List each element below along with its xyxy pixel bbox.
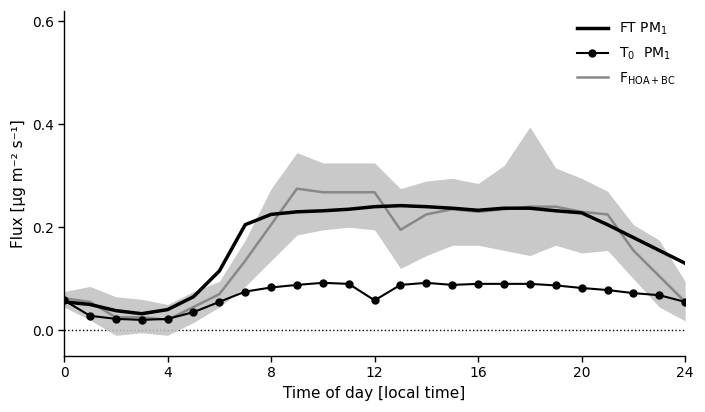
F$_{\mathrm{HOA+BC}}$ [681,300,689,304]
F$_{\mathrm{HOA+BC}}$ [500,207,508,212]
FT PM$_1$ [370,204,379,209]
Legend: FT PM$_1$, T$_0$  PM$_1$, F$_{\mathrm{HOA+BC}}$: FT PM$_1$, T$_0$ PM$_1$, F$_{\mathrm{HOA… [572,15,681,92]
X-axis label: Time of day [local time]: Time of day [local time] [283,386,466,401]
F$_{\mathrm{HOA+BC}}$ [526,204,534,209]
T$_0$  PM$_1$ [655,293,663,297]
F$_{\mathrm{HOA+BC}}$ [474,209,482,214]
F$_{\mathrm{HOA+BC}}$ [603,212,612,217]
FT PM$_1$ [551,208,560,213]
FT PM$_1$ [293,209,301,214]
T$_0$  PM$_1$ [396,282,405,287]
FT PM$_1$ [577,211,586,215]
FT PM$_1$ [111,308,120,313]
T$_0$  PM$_1$ [215,300,223,304]
T$_0$  PM$_1$ [551,283,560,288]
T$_0$  PM$_1$ [137,317,146,322]
Line: F$_{\mathrm{HOA+BC}}$: F$_{\mathrm{HOA+BC}}$ [64,189,685,320]
F$_{\mathrm{HOA+BC}}$ [293,186,301,191]
Line: T$_0$  PM$_1$: T$_0$ PM$_1$ [61,279,689,323]
T$_0$  PM$_1$ [422,281,431,286]
F$_{\mathrm{HOA+BC}}$ [422,212,431,217]
FT PM$_1$ [396,203,405,208]
FT PM$_1$ [60,300,68,304]
T$_0$  PM$_1$ [577,286,586,290]
FT PM$_1$ [500,206,508,211]
FT PM$_1$ [319,208,327,213]
FT PM$_1$ [86,302,94,307]
T$_0$  PM$_1$ [241,289,250,294]
F$_{\mathrm{HOA+BC}}$ [655,274,663,279]
T$_0$  PM$_1$ [629,290,637,295]
F$_{\mathrm{HOA+BC}}$ [86,300,94,304]
T$_0$  PM$_1$ [681,300,689,304]
F$_{\mathrm{HOA+BC}}$ [241,258,250,263]
T$_0$  PM$_1$ [267,285,276,290]
F$_{\mathrm{HOA+BC}}$ [137,315,146,320]
Line: FT PM$_1$: FT PM$_1$ [64,206,685,314]
FT PM$_1$ [164,307,172,312]
T$_0$  PM$_1$ [448,282,456,287]
FT PM$_1$ [526,206,534,211]
F$_{\mathrm{HOA+BC}}$ [215,292,223,297]
FT PM$_1$ [137,311,146,316]
F$_{\mathrm{HOA+BC}}$ [551,204,560,209]
FT PM$_1$ [448,206,456,211]
F$_{\mathrm{HOA+BC}}$ [164,317,172,322]
T$_0$  PM$_1$ [603,288,612,293]
FT PM$_1$ [215,269,223,274]
T$_0$  PM$_1$ [86,313,94,318]
F$_{\mathrm{HOA+BC}}$ [345,190,353,195]
Y-axis label: Flux [μg m⁻² s⁻¹]: Flux [μg m⁻² s⁻¹] [11,119,26,248]
T$_0$  PM$_1$ [293,282,301,287]
FT PM$_1$ [655,248,663,253]
F$_{\mathrm{HOA+BC}}$ [396,227,405,232]
FT PM$_1$ [422,204,431,209]
FT PM$_1$ [603,222,612,227]
FT PM$_1$ [189,294,197,299]
F$_{\mathrm{HOA+BC}}$ [189,304,197,309]
FT PM$_1$ [345,207,353,212]
F$_{\mathrm{HOA+BC}}$ [111,315,120,320]
F$_{\mathrm{HOA+BC}}$ [448,207,456,212]
F$_{\mathrm{HOA+BC}}$ [370,190,379,195]
T$_0$  PM$_1$ [526,281,534,286]
F$_{\mathrm{HOA+BC}}$ [577,209,586,214]
FT PM$_1$ [629,235,637,240]
T$_0$  PM$_1$ [474,281,482,286]
T$_0$  PM$_1$ [164,316,172,321]
F$_{\mathrm{HOA+BC}}$ [629,248,637,253]
F$_{\mathrm{HOA+BC}}$ [60,296,68,301]
F$_{\mathrm{HOA+BC}}$ [319,190,327,195]
T$_0$  PM$_1$ [319,281,327,286]
FT PM$_1$ [681,261,689,266]
T$_0$  PM$_1$ [60,298,68,303]
FT PM$_1$ [474,208,482,213]
FT PM$_1$ [267,212,276,217]
T$_0$  PM$_1$ [345,281,353,286]
T$_0$  PM$_1$ [500,281,508,286]
F$_{\mathrm{HOA+BC}}$ [267,222,276,227]
T$_0$  PM$_1$ [111,316,120,321]
T$_0$  PM$_1$ [189,310,197,315]
T$_0$  PM$_1$ [370,298,379,303]
FT PM$_1$ [241,222,250,227]
